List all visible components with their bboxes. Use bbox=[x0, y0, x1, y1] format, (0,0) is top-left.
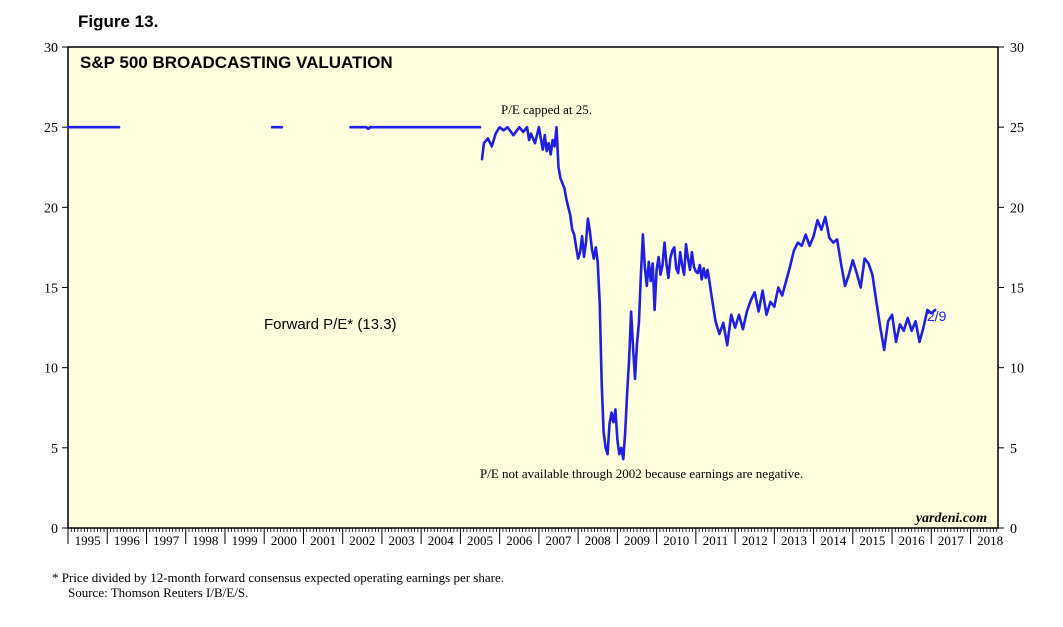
x-tick-label: 2003 bbox=[389, 533, 415, 548]
footnote-source: Source: Thomson Reuters I/B/E/S. bbox=[68, 585, 249, 600]
x-tick-label: 2013 bbox=[781, 533, 807, 548]
y-tick-label-right: 5 bbox=[1010, 442, 1017, 457]
y-tick-label-left: 5 bbox=[51, 442, 58, 457]
x-tick-label: 2017 bbox=[938, 533, 965, 548]
y-tick-label-left: 15 bbox=[44, 282, 58, 297]
forward-pe-line bbox=[480, 125, 937, 461]
x-tick-label: 1998 bbox=[192, 533, 218, 548]
x-tick-label: 2014 bbox=[820, 533, 847, 548]
x-tick-label: 2007 bbox=[546, 533, 573, 548]
x-tick-label: 2004 bbox=[428, 533, 455, 548]
x-tick-label: 1999 bbox=[232, 533, 258, 548]
x-tick-label: 1996 bbox=[114, 533, 141, 548]
x-tick-label: 2002 bbox=[349, 533, 375, 548]
x-tick-label: 1997 bbox=[153, 533, 180, 548]
x-tick-label: 2009 bbox=[624, 533, 650, 548]
x-tick-label: 2015 bbox=[859, 533, 885, 548]
y-tick-label-right: 20 bbox=[1010, 201, 1024, 216]
x-tick-label: 2005 bbox=[467, 533, 493, 548]
y-tick-label-left: 0 bbox=[51, 522, 58, 537]
y-tick-label-right: 0 bbox=[1010, 522, 1017, 537]
x-tick-label: 2018 bbox=[977, 533, 1003, 548]
y-tick-label-right: 30 bbox=[1010, 41, 1024, 56]
source-watermark: yardeni.com bbox=[914, 511, 987, 526]
x-tick-label: 2010 bbox=[663, 533, 689, 548]
x-tick-label: 2001 bbox=[310, 533, 336, 548]
x-tick-label: 1995 bbox=[75, 533, 101, 548]
end-value-label: 2/9 bbox=[927, 308, 947, 324]
forward-pe-line bbox=[349, 125, 482, 131]
x-tick-label: 2016 bbox=[899, 533, 926, 548]
x-tick-label: 2008 bbox=[585, 533, 611, 548]
chart-title: S&P 500 BROADCASTING VALUATION bbox=[80, 53, 393, 72]
figure-label: Figure 13. bbox=[78, 12, 159, 31]
plot-area bbox=[67, 46, 999, 529]
x-tick-label: 2012 bbox=[742, 533, 768, 548]
chart: S&P 500 BROADCASTING VALUATION 0 0 5 5 10 10 1… bbox=[44, 41, 1024, 548]
x-tick-label: 2000 bbox=[271, 533, 297, 548]
series-group bbox=[66, 125, 937, 461]
y-tick-label-left: 20 bbox=[44, 201, 58, 216]
x-axis: 1995 1996 1997 1998 1999 2000 2001 2002 2003 2004… bbox=[67, 528, 1003, 548]
y-tick-label-left: 10 bbox=[44, 362, 58, 377]
y-tick-label-right: 15 bbox=[1010, 282, 1024, 297]
not-available-annotation: P/E not available through 2002 because e… bbox=[480, 466, 803, 481]
footnote-definition: * Price divided by 12-month forward cons… bbox=[52, 570, 504, 585]
y-tick-label-right: 10 bbox=[1010, 362, 1024, 377]
y-tick-label-left: 30 bbox=[44, 41, 58, 56]
y-tick-label-right: 25 bbox=[1010, 121, 1024, 136]
x-tick-label: 2011 bbox=[703, 533, 729, 548]
series-label: Forward P/E* (13.3) bbox=[264, 316, 397, 333]
cap-annotation: P/E capped at 25. bbox=[501, 102, 592, 117]
x-tick-label: 2006 bbox=[506, 533, 533, 548]
y-axis: 0 0 5 5 10 10 15 15 20 20 25 25 30 30 bbox=[44, 41, 1024, 537]
y-tick-label-left: 25 bbox=[44, 121, 58, 136]
